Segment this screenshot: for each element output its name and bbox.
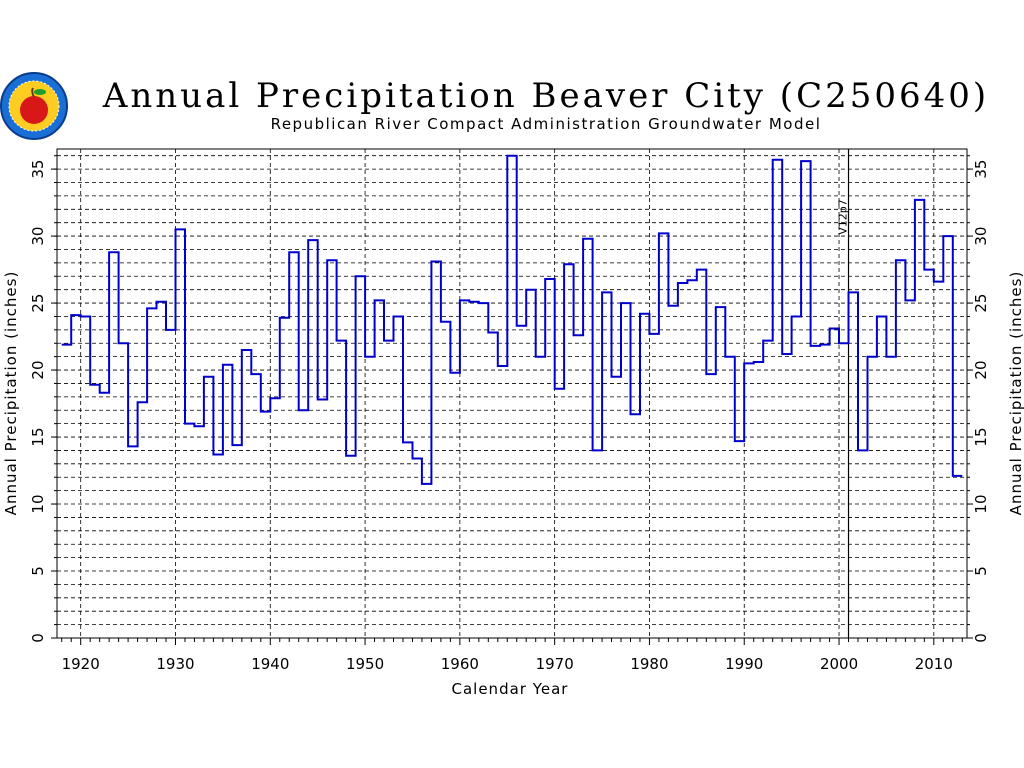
series-line	[61, 154, 963, 485]
x-tick-label: 2000	[820, 655, 858, 673]
y-axis-label-right: Annual Precipitation (inches)	[1007, 271, 1024, 516]
x-tick-label: 1920	[62, 655, 100, 673]
x-tick-label: 2010	[915, 655, 953, 673]
y-tick-label-left: 15	[29, 427, 47, 446]
reference-line-label: V12p7	[837, 199, 850, 235]
x-axis-label: Calendar Year	[452, 680, 569, 698]
y-axis-label-left: Annual Precipitation (inches)	[2, 271, 20, 516]
plot-frame	[56, 148, 968, 639]
y-tick-label-right: 15	[972, 427, 990, 446]
x-tick-label: 1960	[441, 655, 479, 673]
y-tick-label-left: 20	[29, 361, 47, 380]
grid	[57, 149, 967, 638]
y-tick-label-right: 25	[972, 294, 990, 313]
axis-ticks: 0 0 5 5 10 10 15 15 20 20 25 25 30 30 35 35 1920 1930 1940…	[29, 155, 990, 673]
x-tick-label: 1930	[156, 655, 194, 673]
chart-subtitle: Republican River Compact Administration …	[271, 115, 822, 133]
y-tick-label-left: 35	[29, 160, 47, 179]
y-tick-label-left: 25	[29, 294, 47, 313]
y-tick-label-left: 10	[29, 494, 47, 513]
series-layer	[61, 154, 963, 485]
x-tick-label: 1990	[725, 655, 763, 673]
y-tick-label-right: 30	[972, 227, 990, 246]
y-tick-label-right: 0	[972, 633, 990, 643]
x-tick-label: 1970	[536, 655, 574, 673]
reference-line: V12p7	[837, 149, 850, 638]
chart-title: Annual Precipitation Beaver City (C25064…	[102, 76, 989, 116]
y-tick-label-left: 5	[29, 566, 47, 576]
y-tick-label-left: 0	[29, 633, 47, 643]
x-tick-label: 1950	[346, 655, 384, 673]
y-tick-label-right: 5	[972, 566, 990, 576]
x-tick-label: 1940	[251, 655, 289, 673]
x-tick-label: 1980	[630, 655, 668, 673]
state-seal-logo	[0, 72, 68, 140]
y-tick-label-right: 35	[972, 160, 990, 179]
y-tick-label-right: 20	[972, 361, 990, 380]
y-tick-label-right: 10	[972, 494, 990, 513]
y-tick-label-left: 30	[29, 227, 47, 246]
